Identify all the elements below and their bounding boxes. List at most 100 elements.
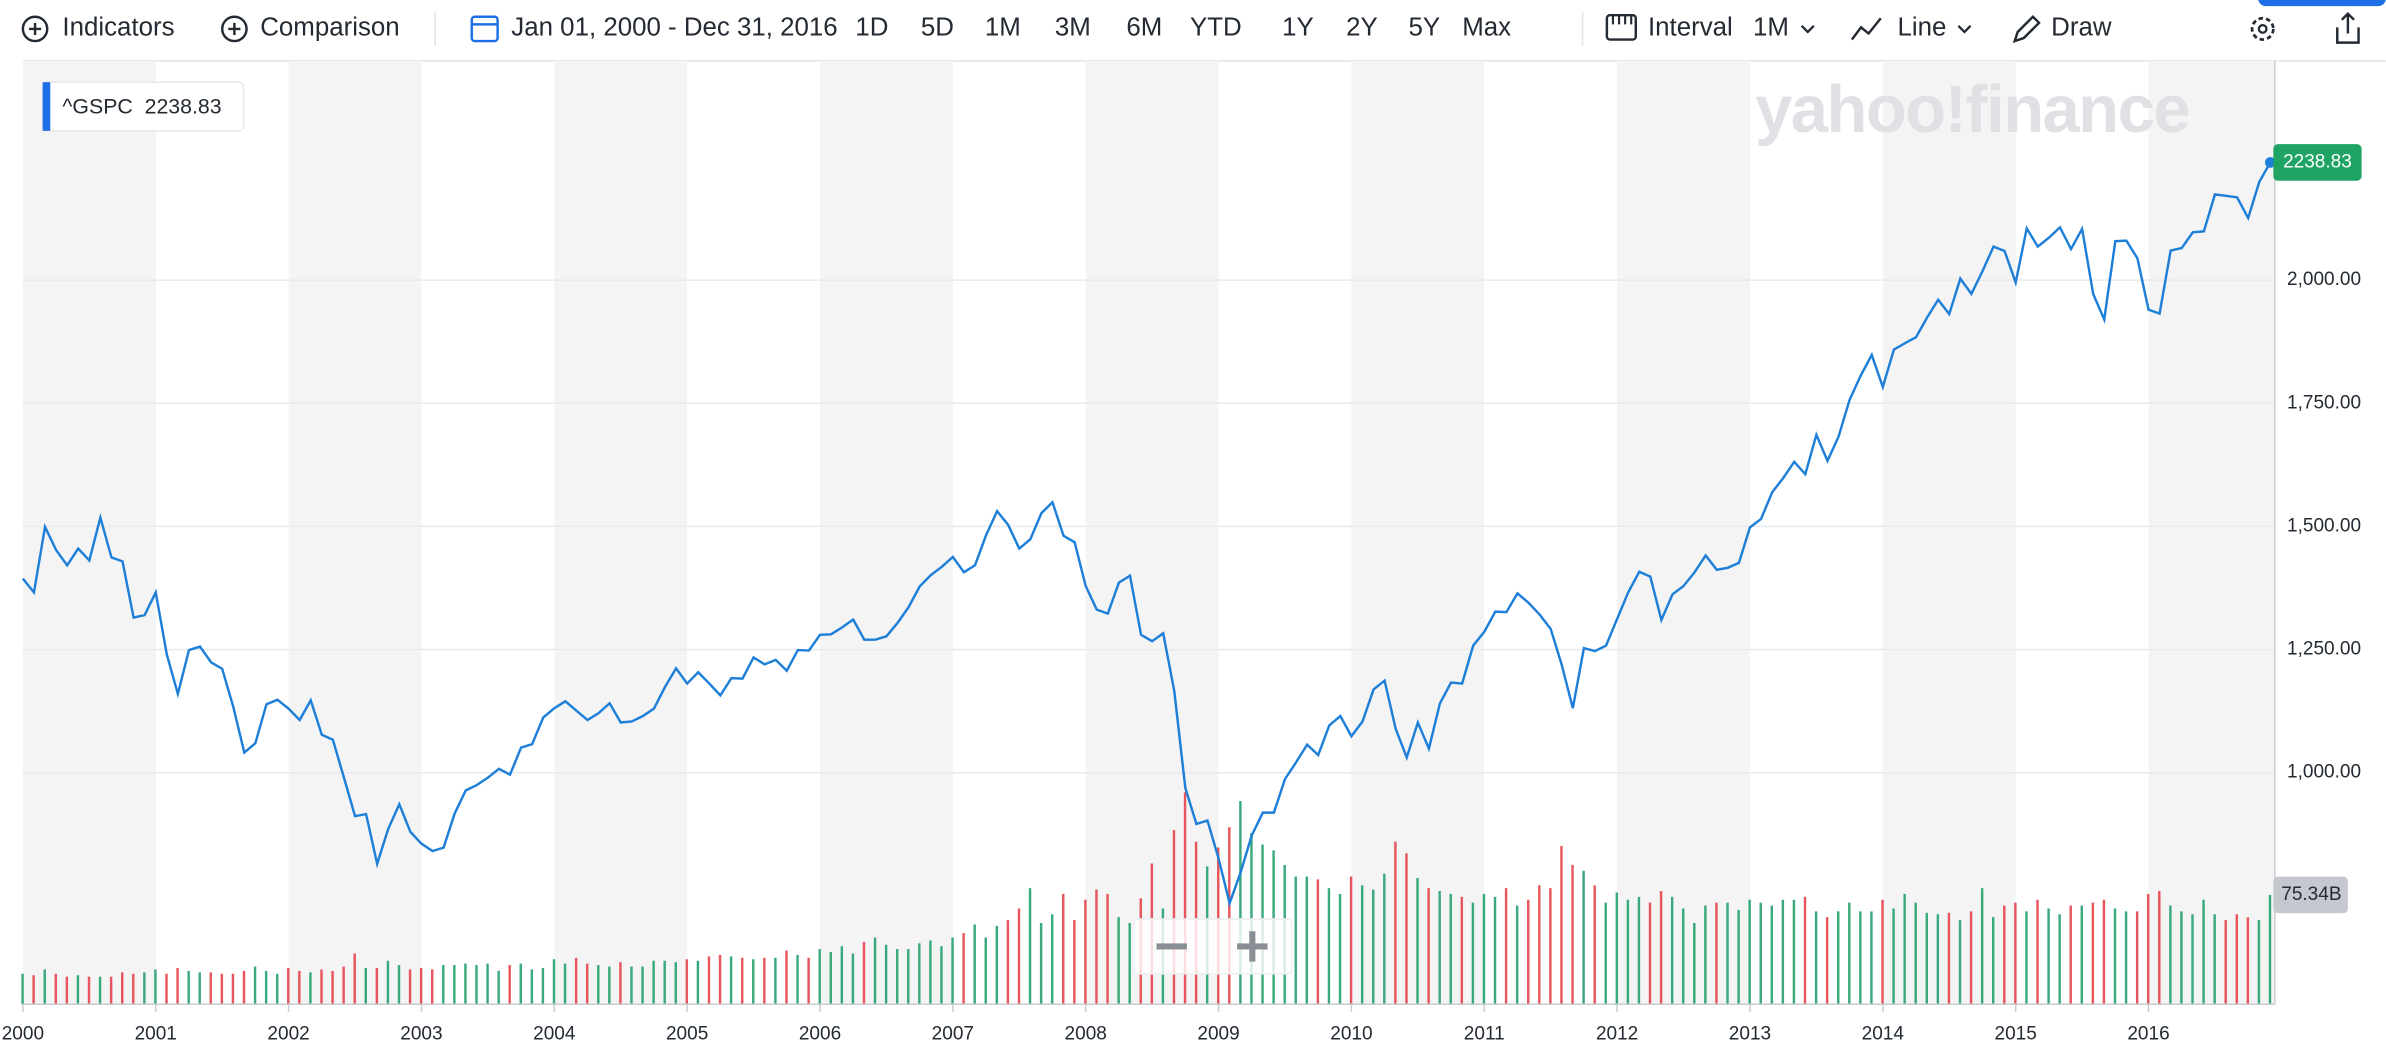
button-edge[interactable] (2258, 0, 2386, 7)
volume-bar (740, 957, 744, 1005)
y-tick-label: 1,000.00 (2287, 762, 2361, 783)
volume-bar (1039, 922, 1043, 1005)
zoom-in[interactable] (1237, 931, 1268, 962)
volume-bar (2025, 911, 2028, 1005)
volume-bar (1050, 914, 1054, 1005)
volume-bar (552, 959, 556, 1005)
volume-bar (1604, 902, 1607, 1005)
volume-bar (1969, 911, 1973, 1005)
volume-bar (1383, 873, 1386, 1005)
draw-button[interactable]: Draw (2051, 14, 2112, 42)
volume-bar (2069, 905, 2072, 1005)
volume-bar (353, 953, 356, 1005)
volume-bar (309, 972, 312, 1005)
x-tick-label: 2016 (2127, 1024, 2169, 1045)
volume-bar (1825, 917, 1829, 1005)
volume-tag (2273, 876, 2348, 914)
icon (2257, 23, 2268, 34)
volume-bar (519, 963, 522, 1005)
volume-bar (453, 965, 456, 1005)
volume-bar (840, 946, 844, 1005)
volume-bar (1837, 911, 1840, 1005)
volume-bar (597, 965, 600, 1005)
volume-bar (1460, 896, 1464, 1005)
volume-bar (464, 963, 467, 1005)
volume-bar (2257, 920, 2261, 1005)
interval-value[interactable]: 1M (1753, 14, 1789, 42)
range-button[interactable]: 5Y (1408, 14, 1440, 42)
range-button[interactable]: 1M (985, 14, 1021, 42)
volume-bar (1095, 889, 1098, 1005)
volume-bar (287, 967, 290, 1005)
volume-bar (1682, 908, 1685, 1005)
volume-bar (1515, 905, 1519, 1005)
x-tick-label: 2012 (1596, 1024, 1638, 1045)
volume-bar (829, 952, 832, 1005)
volume-bar (2036, 899, 2039, 1005)
icon (28, 22, 42, 35)
volume-bar (2113, 908, 2117, 1005)
volume-bar (630, 966, 633, 1005)
volume-bar (176, 967, 179, 1005)
volume-bar (1239, 801, 1242, 1005)
date-range[interactable]: Jan 01, 2000 - Dec 31, 2016 (511, 14, 837, 42)
range-button[interactable]: 5D (921, 14, 954, 42)
range-button[interactable]: 6M (1126, 14, 1162, 42)
volume-bar (530, 969, 534, 1005)
watermark: yahoo!finance (1755, 72, 2189, 147)
volume-bar (375, 967, 379, 1005)
volume-bar (807, 957, 810, 1005)
volume-bar (2224, 920, 2227, 1005)
share-icon[interactable] (2336, 11, 2360, 44)
volume-bar (253, 966, 257, 1005)
volume-bar (1859, 911, 1862, 1005)
range-button[interactable]: 1Y (1282, 14, 1314, 42)
volume-bar (320, 969, 323, 1005)
volume-bar (1305, 876, 1309, 1005)
volume-bar (87, 976, 91, 1005)
volume-bar (2135, 911, 2139, 1005)
x-tick-label: 2010 (1330, 1024, 1372, 1045)
volume-bar (475, 965, 478, 1005)
volume-bar (1504, 888, 1508, 1005)
volume-bar (1394, 841, 1397, 1005)
x-tick-label: 2015 (1995, 1024, 2037, 1045)
icon (228, 22, 241, 35)
volume-bar (973, 924, 976, 1005)
volume-bar (1228, 827, 1231, 1005)
volume-bar (1084, 899, 1087, 1005)
range-button[interactable]: YTD (1190, 14, 1242, 42)
volume-bar (209, 972, 212, 1005)
comparison-button[interactable]: Comparison (260, 14, 399, 42)
range-button[interactable]: 1D (855, 14, 888, 42)
volume-bar (2158, 891, 2161, 1005)
indicators-button[interactable]: Indicators (62, 14, 174, 42)
volume-bar (796, 954, 799, 1005)
volume-bar (120, 972, 124, 1005)
range-button[interactable]: 3M (1055, 14, 1091, 42)
volume-bar (442, 965, 445, 1005)
chart-style[interactable]: Line (1898, 14, 1947, 42)
x-tick-label: 2003 (400, 1024, 442, 1045)
volume-bar (1726, 902, 1729, 1005)
volume-bar (785, 950, 788, 1005)
volume-bar (541, 967, 545, 1005)
volume-bar (1338, 893, 1342, 1005)
volume-bar (1848, 902, 1851, 1005)
x-tick-label: 2005 (666, 1024, 708, 1045)
year-band (819, 60, 953, 1005)
volume-bar (862, 941, 866, 1005)
volume-bar (430, 969, 434, 1005)
x-tick-label: 2011 (1464, 1024, 1505, 1045)
y-tick-label: 1,500.00 (2287, 515, 2361, 536)
volume-bar (1958, 920, 1962, 1005)
volume-bar (685, 959, 689, 1005)
volume-bar (419, 967, 423, 1005)
range-button[interactable]: 2Y (1346, 14, 1378, 42)
settings-icon[interactable] (2250, 16, 2275, 41)
range-button[interactable]: Max (1462, 14, 1511, 42)
volume-bar (1438, 891, 1441, 1005)
year-band (288, 60, 422, 1005)
volume-bar (574, 957, 578, 1005)
interval-label[interactable]: Interval (1648, 14, 1733, 42)
